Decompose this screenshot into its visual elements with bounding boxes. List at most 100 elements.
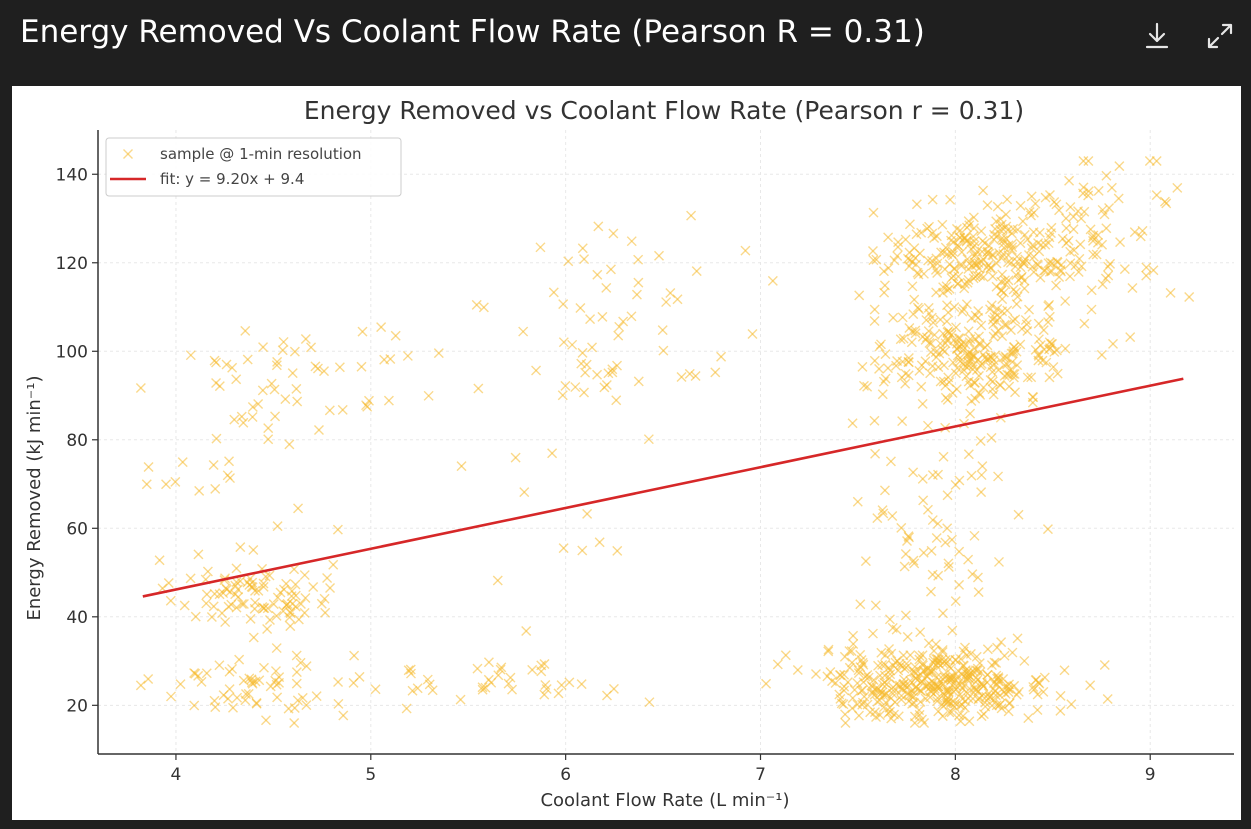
data-point [922,504,933,515]
data-point [1033,334,1044,345]
data-point [558,543,569,554]
data-point [932,267,943,278]
data-point [932,518,943,529]
data-point [290,579,301,590]
data-point [592,269,603,280]
data-point [232,584,243,595]
data-point [985,262,996,273]
data-point [978,254,989,265]
data-point [925,667,936,678]
data-point [973,686,984,697]
data-point [189,700,200,711]
y-tick-label: 20 [66,696,88,716]
data-point [880,659,891,670]
data-point [911,229,922,240]
data-point [1041,357,1052,368]
data-point [579,254,590,265]
data-point [301,661,312,672]
data-point [982,340,993,351]
data-point [281,578,292,589]
data-point [1068,224,1079,235]
data-point [1101,170,1112,181]
data-point [963,376,974,387]
data-point [1141,262,1152,273]
data-point [910,252,921,263]
data-point [1043,238,1054,249]
data-point [900,548,911,559]
data-point [1057,233,1068,244]
data-point [260,571,271,582]
data-point [248,544,259,555]
data-point [577,347,588,358]
data-point [626,311,637,322]
x-tick-label: 7 [755,765,766,785]
data-point [1059,665,1070,676]
data-point [1013,686,1024,697]
data-point [1028,684,1039,695]
data-point [868,207,879,218]
data-point [940,392,951,403]
data-point [895,334,906,345]
data-point [223,693,234,704]
data-point [852,699,863,710]
fit-line [142,377,1184,598]
data-point [976,470,987,481]
data-point [914,650,925,661]
data-point [455,694,466,705]
data-point [684,368,695,379]
data-point [208,459,219,470]
data-point [1044,372,1055,383]
data-point [531,365,542,376]
data-point [1019,283,1030,294]
data-point [972,665,983,676]
y-tick-label: 60 [66,519,88,539]
scatter-chart: Energy Removed vs Coolant Flow Rate (Pea… [24,96,1234,811]
data-point [914,654,925,665]
data-point [903,357,914,368]
data-point [955,232,966,243]
data-point [240,688,251,699]
data-point [946,707,957,718]
x-tick-label: 6 [560,765,571,785]
data-point [1025,210,1036,221]
data-point [1002,305,1013,316]
data-point [989,312,1000,323]
data-point [990,328,1001,339]
data-point [918,495,929,506]
data-point [1010,387,1021,398]
data-point [933,706,944,717]
data-point [1003,706,1014,717]
data-point [228,702,239,713]
data-point [328,559,339,570]
y-ticks: 20 40 60 80 100 120 140 [56,165,98,716]
data-point [626,236,637,247]
data-point [887,510,898,521]
data-point [910,328,921,339]
data-point [905,675,916,686]
data-point [997,331,1008,342]
data-point [206,612,217,622]
data-point [1064,271,1075,282]
data-point [271,643,282,654]
expand-icon[interactable] [1204,20,1236,52]
data-point [1078,155,1089,166]
data-point [165,595,176,606]
data-point [907,690,918,701]
data-point [867,246,878,257]
data-point [859,691,870,702]
data-point [955,654,966,665]
data-point [221,359,232,370]
data-point [902,535,912,546]
data-point [1065,246,1076,257]
data-point [558,299,569,310]
download-icon[interactable] [1141,20,1173,52]
data-point [527,664,538,675]
data-point [292,396,303,407]
data-point [925,368,936,379]
data-point [857,361,868,372]
data-point [909,558,920,569]
data-point [885,669,896,680]
data-point [492,575,503,586]
data-point [1019,229,1030,240]
data-point [967,569,978,580]
